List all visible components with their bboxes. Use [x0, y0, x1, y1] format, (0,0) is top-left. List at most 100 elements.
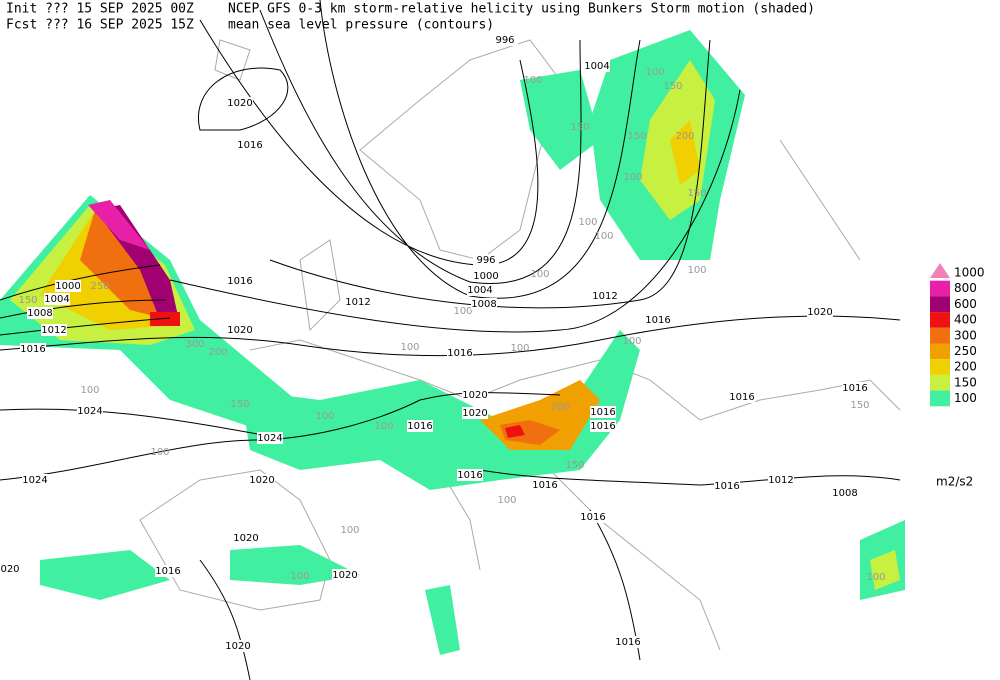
- helicity-label: 200: [550, 402, 569, 413]
- isobar-label: 1024: [77, 406, 102, 417]
- title: NCEP GFS 0-3 km storm-relative helicity …: [228, 2, 815, 17]
- isobar-label: 1020: [227, 98, 252, 109]
- isobar-label-bg: [155, 565, 181, 577]
- helicity-label: 100: [594, 231, 613, 242]
- isobar-label: 1004: [584, 61, 609, 72]
- helicity-label: 100: [150, 447, 169, 458]
- legend-label: 400: [954, 313, 977, 327]
- helicity-label: 100: [315, 411, 334, 422]
- legend-swatch: [930, 390, 950, 407]
- isobar-label-bg: [227, 324, 253, 336]
- isobar-label: 1016: [457, 470, 482, 481]
- helicity-label: 100: [510, 343, 529, 354]
- isobar-label: 1004: [44, 294, 69, 305]
- isobar-label-bg: [580, 511, 606, 523]
- isobar-label-bg: [345, 296, 371, 308]
- helicity-label: 100: [523, 75, 542, 86]
- forecast-time: Fcst ??? 16 SEP 2025 15Z: [6, 18, 194, 33]
- isobar-label-bg: [590, 420, 616, 432]
- isobar-label: 1016: [407, 421, 432, 432]
- legend-label: 1000: [954, 266, 985, 280]
- isobar-label: 1024: [22, 475, 47, 486]
- isobar-label: 1016: [714, 481, 739, 492]
- legend-label: 600: [954, 297, 977, 311]
- isobar-label: 1000: [473, 271, 498, 282]
- isobar-label: 1016: [590, 407, 615, 418]
- legend-label: 250: [954, 344, 977, 358]
- helicity-label: 100: [453, 306, 472, 317]
- isobar-label-bg: [584, 60, 610, 72]
- isobar-label-bg: [407, 420, 433, 432]
- isobar-label-bg: [227, 97, 253, 109]
- isobar-label-bg: [225, 640, 251, 652]
- isobar-label: 1004: [467, 285, 492, 296]
- isobar-label: 1020: [332, 570, 357, 581]
- helicity-shading: [0, 30, 905, 655]
- isobar-label: 1020: [249, 475, 274, 486]
- isobar-label: 1008: [471, 299, 496, 310]
- isobar-label-bg: [77, 405, 103, 417]
- isobar-label: 1020: [807, 307, 832, 318]
- isobar-label: 1016: [447, 348, 472, 359]
- legend-label: 300: [954, 328, 977, 342]
- legend-unit: m2/s2: [936, 475, 973, 489]
- isobar-label: 1012: [345, 297, 370, 308]
- isobar-label: 1016: [532, 480, 557, 491]
- isobar-label: 1016: [20, 344, 45, 355]
- legend-label: 150: [954, 375, 977, 389]
- helicity-label: 300: [185, 339, 204, 350]
- isobar-label-bg: [233, 532, 259, 544]
- isobar-label: 020: [0, 564, 19, 575]
- isobar-label-bg: [44, 293, 70, 305]
- init-time: Init ??? 15 SEP 2025 00Z: [6, 2, 194, 17]
- helicity-label: 100: [623, 172, 642, 183]
- isobar-label-bg: [615, 636, 641, 648]
- isobar-label: 1016: [155, 566, 180, 577]
- isobar-label-bg: [592, 290, 618, 302]
- legend-swatch: [930, 263, 950, 278]
- helicity-label: 100: [340, 525, 359, 536]
- isobar-label-bg: [41, 324, 67, 336]
- isobar-label: 1012: [41, 325, 66, 336]
- isobar-label-bg: [55, 280, 81, 292]
- helicity-label: 100: [578, 217, 597, 228]
- helicity-label: 150: [570, 122, 589, 133]
- isobar-label: 1016: [590, 421, 615, 432]
- isobar-label: 1016: [645, 315, 670, 326]
- helicity-label: 150: [18, 295, 37, 306]
- legend-swatch: [930, 374, 950, 391]
- isobar-label-bg: [257, 432, 283, 444]
- helicity-label: 100: [374, 421, 393, 432]
- helicity-label: 100: [645, 67, 664, 78]
- helicity-label: 100: [400, 342, 419, 353]
- isobar-label: 1020: [233, 533, 258, 544]
- header: Init ??? 15 SEP 2025 00Z Fcst ??? 16 SEP…: [6, 2, 815, 33]
- helicity-label: 100: [866, 572, 885, 583]
- isobar-label-bg: [590, 406, 616, 418]
- isobar-label-bg: [0, 563, 23, 575]
- legend-swatch: [930, 359, 950, 375]
- subtitle: mean sea level pressure (contours): [228, 18, 494, 33]
- legend-label: 100: [954, 391, 977, 405]
- isobar-label: 1020: [227, 325, 252, 336]
- isobar-label-bg: [20, 343, 46, 355]
- isobar-label-bg: [27, 307, 53, 319]
- isobar-label: 1012: [592, 291, 617, 302]
- isobar-label-bg: [467, 284, 493, 296]
- helicity-label: 150: [627, 131, 646, 142]
- helicity-label: 100: [622, 336, 641, 347]
- legend-swatch: [930, 327, 950, 344]
- isobar-label: 1016: [580, 512, 605, 523]
- isobar-label-bg: [332, 569, 358, 581]
- isobar-label: 1020: [462, 408, 487, 419]
- isobar-label: 1016: [237, 140, 262, 151]
- legend-swatch: [930, 296, 950, 313]
- isobar-label-bg: [768, 474, 794, 486]
- isobar-label: 1020: [225, 641, 250, 652]
- isobar-label-bg: [237, 139, 263, 151]
- helicity-label: 100: [80, 385, 99, 396]
- isobar-label-bg: [842, 382, 868, 394]
- helicity-label: 150: [663, 81, 682, 92]
- isobar-label: 1000: [55, 281, 80, 292]
